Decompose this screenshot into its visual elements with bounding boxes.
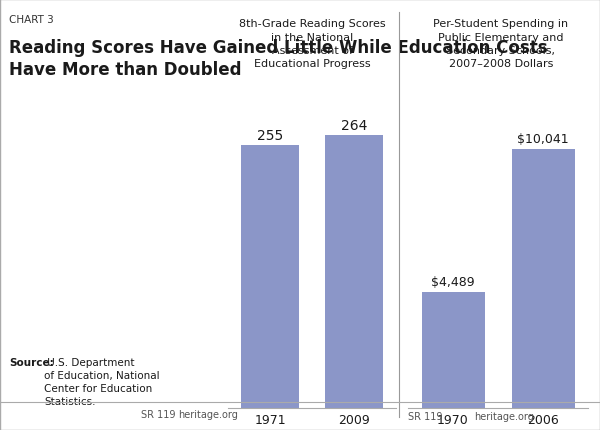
Bar — [422, 293, 485, 408]
Text: $10,041: $10,041 — [517, 132, 569, 146]
Text: $4,489: $4,489 — [431, 276, 475, 289]
Text: 264: 264 — [341, 119, 367, 133]
Text: Per-Student Spending in
Public Elementary and
Secondary Schools,
2007–2008 Dolla: Per-Student Spending in Public Elementar… — [433, 19, 569, 69]
Text: heritage.org: heritage.org — [178, 409, 238, 419]
Text: 255: 255 — [257, 128, 283, 142]
Text: Reading Scores Have Gained Little While Education Costs Have More than Doubled: Reading Scores Have Gained Little While … — [9, 39, 548, 79]
Text: SR 119: SR 119 — [408, 411, 443, 421]
Text: 8th-Grade Reading Scores
in the National
Assessment of
Educational Progress: 8th-Grade Reading Scores in the National… — [239, 19, 385, 69]
Bar — [512, 150, 575, 408]
Text: Source:: Source: — [9, 357, 54, 367]
Text: CHART 3: CHART 3 — [9, 15, 54, 25]
Text: SR 119: SR 119 — [142, 409, 176, 419]
Bar — [241, 145, 299, 408]
Text: U.S. Department
of Education, National
Center for Education
Statistics.: U.S. Department of Education, National C… — [44, 357, 160, 406]
Bar — [325, 136, 383, 408]
Text: heritage.org: heritage.org — [474, 411, 534, 421]
